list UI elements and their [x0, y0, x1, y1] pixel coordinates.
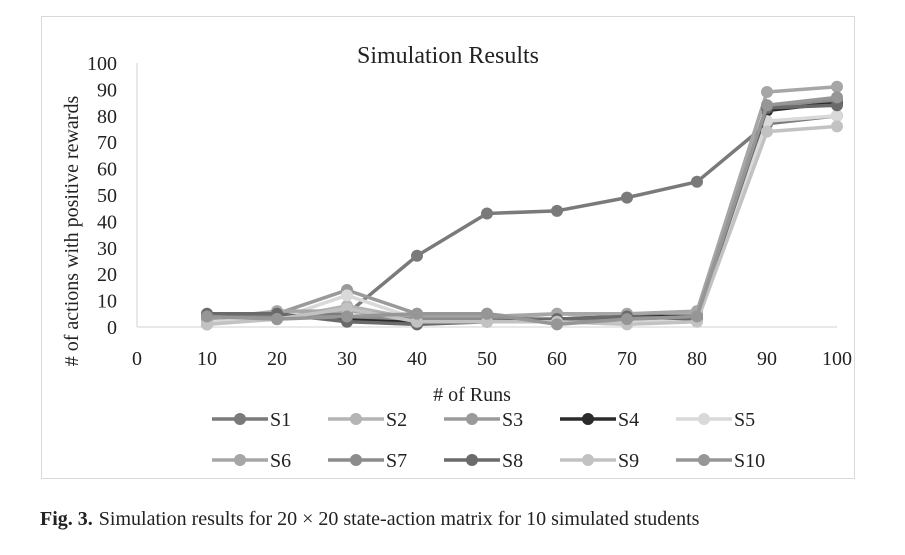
chart-title: Simulation Results	[357, 43, 539, 69]
legend-item-s4: S4	[560, 409, 639, 431]
data-point	[271, 313, 283, 326]
legend-item-s3: S3	[444, 409, 523, 431]
legend: S1 S2 S3 S4 S5 S6 S7 S8 S9 S10	[212, 409, 765, 472]
series-lines	[201, 80, 843, 331]
figure-caption: Fig. 3. Simulation results for 20 × 20 st…	[40, 508, 699, 531]
x-tick-label: 0	[132, 348, 142, 370]
series-s7	[201, 93, 843, 326]
x-tick-label: 90	[757, 348, 777, 370]
legend-label: S4	[618, 409, 639, 431]
legend-label: S5	[734, 409, 755, 431]
series-s6	[201, 80, 843, 326]
x-tick-label: 60	[547, 348, 567, 370]
x-tick-label: 80	[687, 348, 707, 370]
series-s8	[201, 99, 843, 331]
x-tick-label: 50	[477, 348, 497, 370]
legend-marker	[698, 454, 710, 466]
y-tick-label: 30	[97, 238, 117, 260]
data-point	[761, 86, 773, 99]
y-tick-label: 0	[107, 317, 117, 339]
legend-label: S2	[386, 409, 407, 431]
data-point	[551, 204, 563, 217]
legend-label: S9	[618, 450, 639, 472]
data-point	[341, 289, 353, 302]
data-point	[551, 318, 563, 331]
y-tick-label: 100	[87, 53, 117, 75]
x-tick-label: 20	[267, 348, 287, 370]
x-tick-label: 10	[197, 348, 217, 370]
series-line	[207, 98, 838, 321]
legend-label: S8	[502, 450, 523, 472]
legend-label: S7	[386, 450, 407, 472]
series-line	[206, 114, 838, 324]
y-axis: 0 10 20 30 40 50 60 70 80 90 100	[87, 53, 138, 339]
x-axis-label: # of Runs	[433, 384, 511, 406]
y-tick-label: 80	[97, 106, 117, 128]
legend-label: S1	[270, 409, 291, 431]
y-tick-label: 40	[97, 211, 117, 233]
legend-item-s2: S2	[328, 409, 407, 431]
data-point	[691, 310, 703, 323]
data-point	[691, 175, 703, 188]
legend-item-s1: S1	[212, 409, 291, 431]
legend-marker	[698, 413, 710, 425]
legend-marker	[466, 413, 478, 425]
data-point	[411, 249, 423, 262]
legend-item-s7: S7	[328, 450, 407, 472]
legend-item-s5: S5	[676, 409, 755, 431]
data-point	[831, 91, 843, 104]
legend-label: S10	[734, 450, 765, 472]
legend-marker	[582, 454, 594, 466]
y-tick-label: 50	[97, 185, 117, 207]
y-tick-label: 70	[97, 132, 117, 154]
data-point	[831, 80, 843, 93]
legend-marker	[234, 413, 246, 425]
series-line	[207, 103, 838, 327]
legend-label: S6	[270, 450, 291, 472]
y-axis-label: # of actions with positive rewards	[61, 96, 83, 367]
legend-marker	[466, 454, 478, 466]
y-tick-label: 10	[97, 291, 117, 313]
series-line	[206, 124, 838, 327]
figure-caption-label: Fig. 3.	[40, 508, 93, 530]
y-tick-label: 90	[97, 79, 117, 101]
x-tick-label: 30	[337, 348, 357, 370]
x-tick-label: 100	[822, 348, 852, 370]
data-point	[201, 310, 213, 323]
legend-item-s10: S10	[676, 450, 765, 472]
data-point	[481, 307, 493, 320]
legend-item-s8: S8	[444, 450, 523, 472]
y-tick-label: 20	[97, 264, 117, 286]
data-point	[831, 120, 843, 133]
series-line	[206, 114, 838, 327]
x-axis: 0 10 20 30 40 50 60 70 80 90 100	[132, 326, 852, 370]
legend-label: S3	[502, 409, 523, 431]
legend-marker	[582, 413, 594, 425]
legend-marker	[234, 454, 246, 466]
x-tick-label: 70	[617, 348, 637, 370]
x-tick-label: 40	[407, 348, 427, 370]
data-point	[481, 207, 493, 220]
figure-caption-text: Simulation results for 20 × 20 state-act…	[98, 508, 700, 530]
legend-item-s9: S9	[560, 450, 639, 472]
data-point	[411, 307, 423, 320]
data-point	[621, 313, 633, 326]
data-point	[831, 109, 843, 122]
data-point	[761, 125, 773, 138]
series-s10	[201, 91, 843, 331]
data-point	[621, 191, 633, 204]
legend-marker	[350, 413, 362, 425]
series-s1	[201, 109, 843, 331]
legend-marker	[350, 454, 362, 466]
data-point	[761, 99, 773, 112]
y-tick-label: 60	[97, 159, 117, 181]
data-point	[341, 310, 353, 323]
series-line	[206, 95, 838, 327]
legend-item-s6: S6	[212, 450, 291, 472]
series-line	[206, 85, 838, 321]
line-chart: Simulation Results # of actions with pos…	[61, 43, 852, 472]
chart-frame: Simulation Results # of actions with pos…	[41, 16, 855, 479]
